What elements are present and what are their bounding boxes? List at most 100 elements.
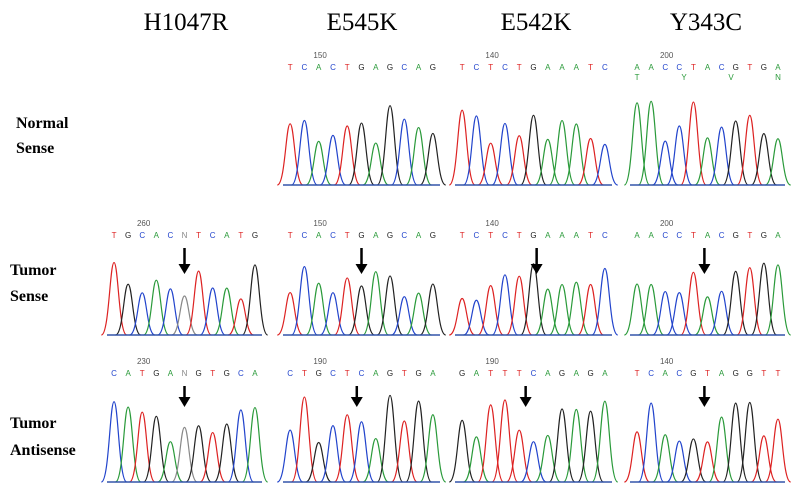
position-number: 150	[313, 51, 327, 60]
trace-peak	[534, 288, 561, 336]
trace-peak	[419, 283, 447, 336]
position-number: 140	[485, 51, 499, 60]
trace-peak	[319, 134, 347, 186]
trace-peak	[419, 414, 447, 483]
base-call: C	[676, 63, 682, 72]
base-call: C	[474, 231, 480, 240]
base-call: G	[358, 231, 364, 240]
base-call: C	[401, 63, 407, 72]
base-call: A	[224, 231, 230, 240]
position-number: 140	[485, 219, 499, 228]
panel-bg	[630, 354, 785, 484]
base-call: T	[460, 231, 465, 240]
position-number: 140	[660, 357, 674, 366]
base-call: T	[345, 231, 350, 240]
trace-peak	[534, 434, 562, 483]
base-call: G	[316, 369, 322, 378]
trace-peak	[637, 402, 665, 483]
base-call: T	[517, 231, 522, 240]
base-call: A	[545, 369, 551, 378]
base-call: G	[761, 63, 767, 72]
base-call: A	[574, 231, 580, 240]
column-header: E542K	[501, 9, 572, 36]
trace-peak	[227, 298, 254, 336]
base-call: T	[705, 369, 710, 378]
base-call: G	[430, 231, 436, 240]
panel-bg	[455, 354, 612, 484]
base-call: A	[574, 63, 580, 72]
base-call: C	[676, 369, 682, 378]
trace-peak	[534, 138, 561, 186]
trace-peak	[652, 140, 679, 186]
base-call: C	[474, 63, 480, 72]
trace-peak	[319, 292, 347, 336]
base-call: A	[705, 231, 711, 240]
row-label: Tumor	[10, 262, 57, 279]
base-call: C	[502, 231, 508, 240]
trace-peak	[171, 426, 198, 483]
base-call: G	[387, 231, 393, 240]
trace-peak	[157, 441, 184, 483]
base-call: T	[488, 231, 493, 240]
trace-peak	[477, 284, 505, 336]
base-call: G	[690, 369, 696, 378]
base-call: T	[112, 231, 117, 240]
base-call: T	[345, 369, 350, 378]
position-number: 150	[313, 219, 327, 228]
trace-peak	[637, 100, 665, 186]
trace-peak	[241, 264, 269, 336]
trace-peak	[213, 423, 241, 483]
trace-peak	[591, 143, 619, 186]
base-call: G	[125, 231, 131, 240]
trace-peak	[623, 283, 651, 336]
base-call: A	[373, 369, 379, 378]
base-call: T	[588, 231, 593, 240]
mutation-arrowhead	[530, 264, 543, 274]
base-call: A	[634, 63, 640, 72]
trace-peak	[591, 267, 619, 336]
row-label: Antisense	[10, 442, 76, 459]
trace-peak	[505, 135, 533, 186]
row-label: Normal	[16, 115, 69, 132]
ambiguity-code: N	[775, 73, 781, 82]
base-call: T	[635, 369, 640, 378]
base-call: G	[459, 369, 465, 378]
mutation-arrowhead	[178, 397, 191, 407]
trace-peak	[708, 126, 735, 186]
base-call: A	[416, 63, 422, 72]
base-call: T	[288, 231, 293, 240]
trace-peak	[708, 416, 735, 483]
trace-peak	[520, 441, 547, 483]
base-call: T	[345, 63, 350, 72]
base-call: T	[210, 369, 215, 378]
base-call: A	[416, 231, 422, 240]
base-call: A	[648, 231, 654, 240]
base-call: T	[691, 63, 696, 72]
trace-peak	[276, 291, 304, 336]
trace-peak	[577, 283, 605, 336]
position-number: 200	[660, 51, 674, 60]
panel-bg	[630, 48, 785, 187]
position-number: 230	[137, 357, 151, 366]
trace-peak	[419, 132, 447, 186]
base-call: G	[387, 369, 393, 378]
trace-peak	[680, 438, 707, 483]
base-call: A	[373, 63, 379, 72]
base-call: G	[761, 231, 767, 240]
base-call: T	[460, 63, 465, 72]
base-call: A	[168, 369, 174, 378]
trace-peak	[348, 285, 375, 336]
base-call: G	[530, 63, 536, 72]
base-call: C	[287, 369, 293, 378]
trace-peak	[362, 437, 389, 483]
panel-bg	[283, 48, 440, 187]
ambiguity-code: V	[728, 73, 734, 82]
trace-peak	[129, 292, 156, 336]
trace-peak	[276, 429, 304, 483]
position-number: 190	[485, 357, 499, 366]
trace-peak	[764, 264, 792, 336]
trace-peak	[390, 420, 418, 483]
base-call: G	[733, 231, 739, 240]
ambiguity-code: Y	[681, 73, 687, 82]
